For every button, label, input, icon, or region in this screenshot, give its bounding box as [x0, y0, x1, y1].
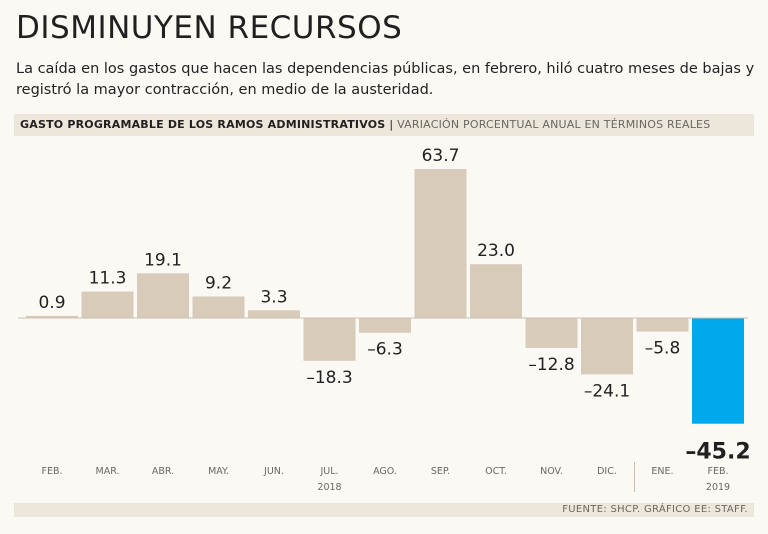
data-label-8: 63.7	[422, 146, 460, 166]
data-label-11: –24.1	[584, 381, 630, 401]
data-label-12: –5.8	[645, 339, 681, 359]
data-label-1: 0.9	[38, 293, 65, 313]
bar-10	[525, 318, 578, 348]
footer-band	[14, 503, 754, 517]
bar-8	[414, 169, 467, 318]
year-label-2019: 2019	[706, 482, 730, 493]
x-tick-label-11: DIC.	[597, 466, 617, 477]
bar-11	[581, 318, 633, 375]
x-tick-label-7: AGO.	[373, 466, 397, 477]
x-tick-label-3: ABR.	[152, 466, 174, 477]
data-label-2: 11.3	[89, 269, 127, 289]
bar-12	[636, 318, 689, 332]
bar-5	[248, 310, 300, 318]
bar-1	[26, 315, 78, 318]
x-tick-label-2: MAR.	[96, 466, 120, 477]
chart-unit-label: VARIACIÓN PORCENTUAL ANUAL EN TÉRMINOS R…	[397, 118, 711, 131]
data-label-10: –12.8	[528, 355, 574, 375]
bar-13	[692, 318, 744, 424]
x-tick-label-5: JUN.	[263, 466, 284, 477]
chart-subtitle: La caída en los gastos que hacen las dep…	[16, 61, 755, 98]
bar-3	[137, 273, 189, 318]
bar-4	[192, 296, 245, 318]
x-tick-label-1: FEB.	[41, 466, 62, 477]
x-tick-label-8: SEP.	[431, 466, 450, 477]
data-label-6: –18.3	[306, 368, 352, 388]
bar-6	[303, 318, 356, 361]
data-label-3: 19.1	[144, 250, 182, 270]
data-label-7: –6.3	[367, 340, 403, 360]
x-tick-label-13: FEB.	[707, 466, 728, 477]
data-label-4: 9.2	[205, 273, 232, 293]
chart-header-band: GASTO PROGRAMABLE DE LOS RAMOS ADMINISTR…	[14, 114, 754, 136]
source-credit: FUENTE: SHCP. GRÁFICO EE: STAFF.	[562, 504, 748, 515]
data-label-13: –45.2	[685, 440, 750, 465]
x-tick-label-4: MAY.	[208, 466, 229, 477]
data-label-9: 23.0	[477, 241, 515, 261]
bar-7	[359, 318, 411, 333]
x-tick-label-12: ENE.	[651, 466, 673, 477]
bar-2	[81, 291, 134, 318]
chart-measure-label: GASTO PROGRAMABLE DE LOS RAMOS ADMINISTR…	[20, 118, 386, 131]
x-tick-label-6: JUL.	[319, 466, 338, 477]
x-tick-label-10: NOV.	[540, 466, 563, 477]
header-separator: |	[389, 118, 394, 131]
bar-9	[470, 264, 522, 318]
data-label-5: 3.3	[260, 287, 287, 307]
x-tick-label-9: OCT.	[485, 466, 507, 477]
year-label-2018: 2018	[317, 482, 341, 493]
chart-title: DISMINUYEN RECURSOS	[16, 10, 403, 46]
